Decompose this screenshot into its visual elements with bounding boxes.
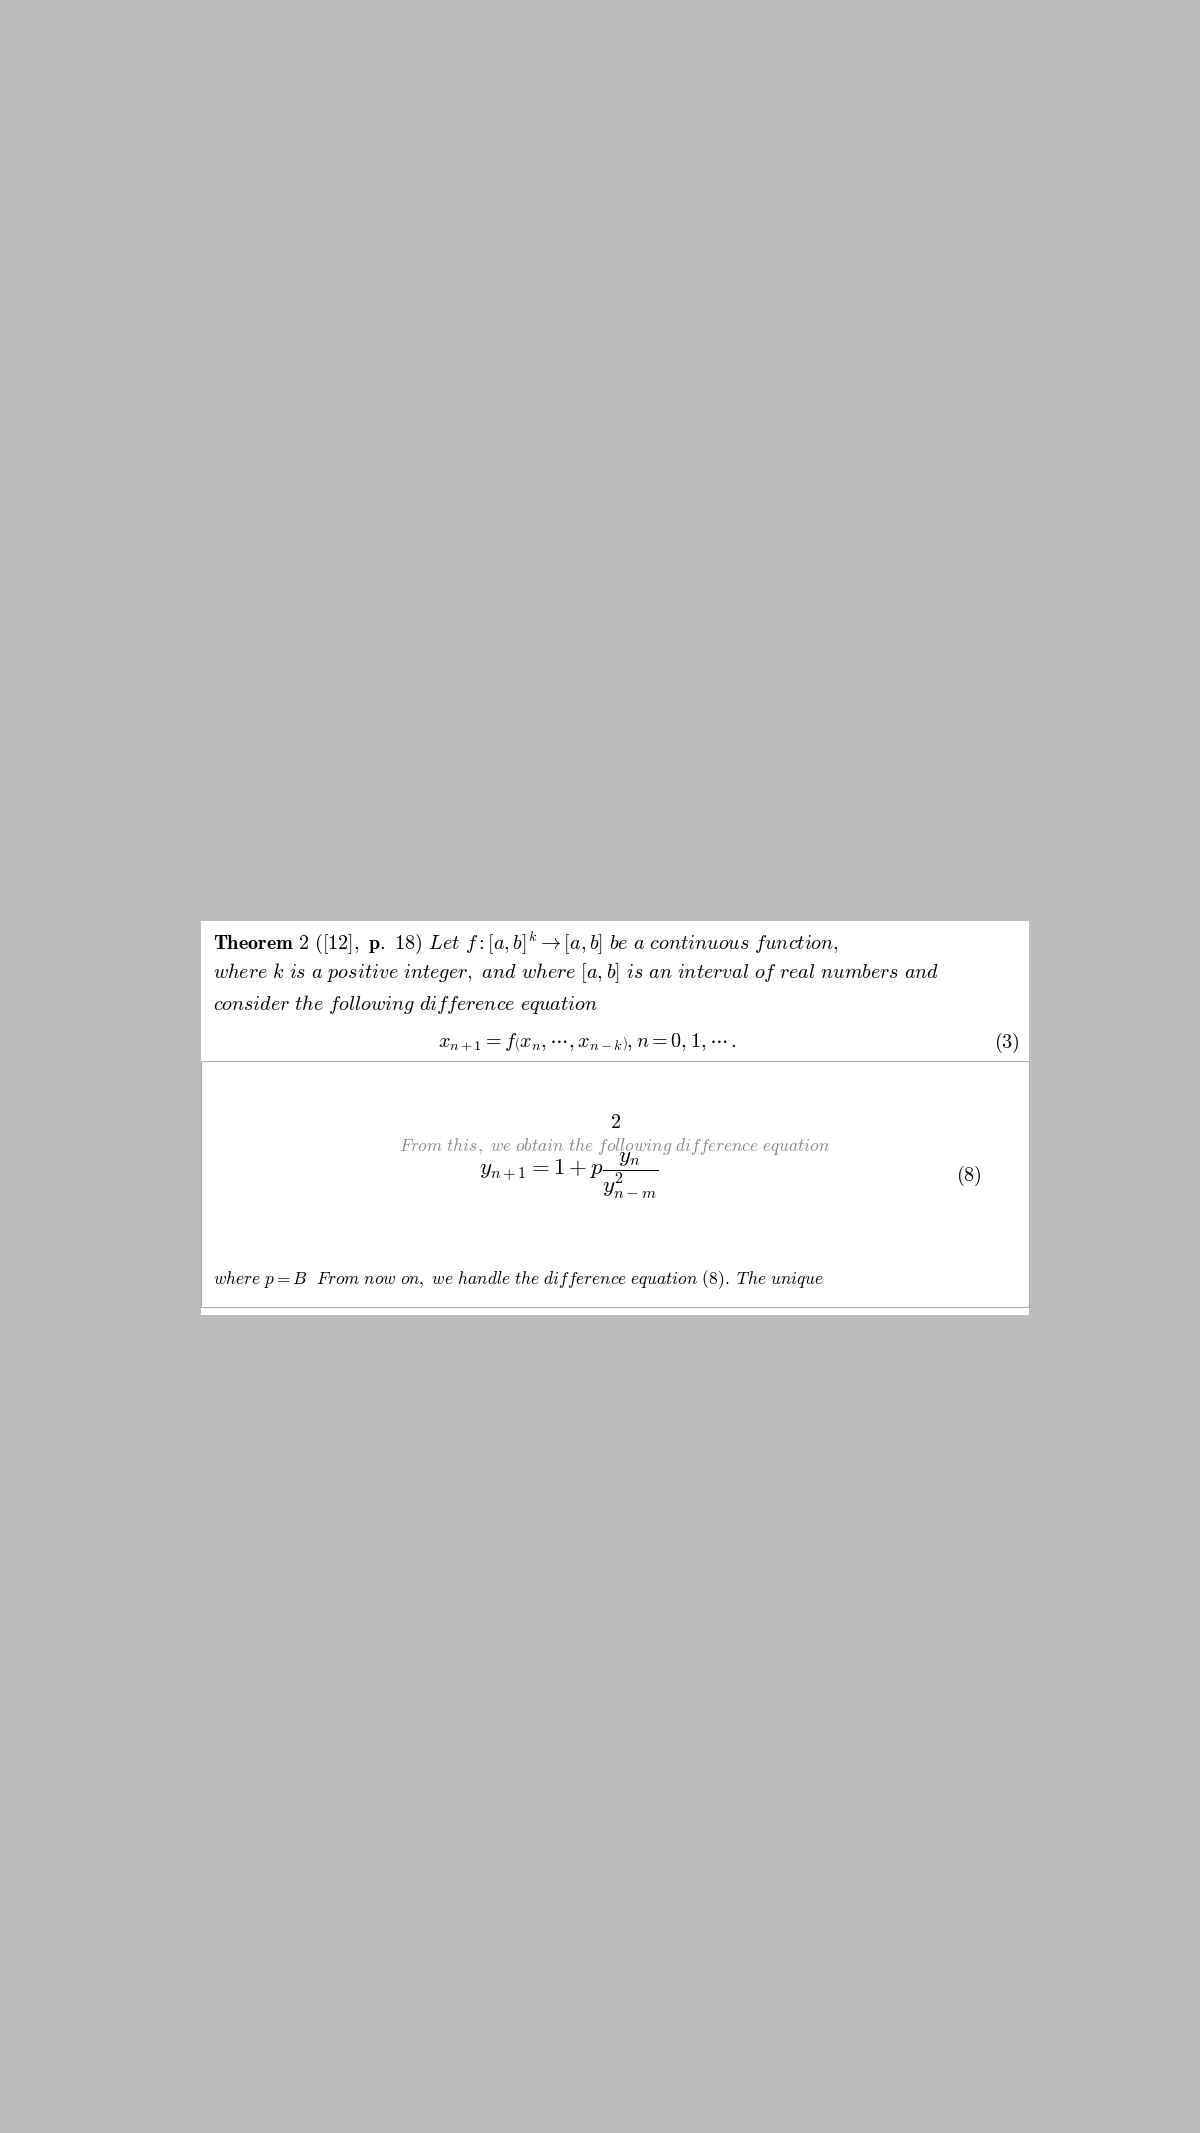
Text: $\mathit{where}\ k\ \mathit{is\ a\ positive\ integer,\ and\ where}\ [a,b]\ \math: $\mathit{where}\ k\ \mathit{is\ a\ posit… [214, 962, 940, 985]
Text: $(8)$: $(8)$ [955, 1165, 982, 1188]
Text: $\mathit{consider\ the\ following\ difference\ equation}$: $\mathit{consider\ the\ following\ diffe… [214, 994, 599, 1017]
FancyBboxPatch shape [202, 921, 1028, 1316]
Text: $(3)$: $(3)$ [994, 1030, 1020, 1056]
Text: $x_{n+1} = f\left(x_n,\cdots,x_{n-k}\right),n=0,1,\cdots\,.$: $x_{n+1} = f\left(x_n,\cdots,x_{n-k}\rig… [438, 1030, 737, 1054]
Text: $\mathit{where}\ p = B\ \ \mathit{From\ now\ on,\ we\ handle\ the\ difference\ e: $\mathit{where}\ p = B\ \ \mathit{From\ … [214, 1267, 824, 1290]
FancyBboxPatch shape [202, 1060, 1028, 1308]
Text: $\mathit{Suppose\ that}\ f\ \mathit{satisfies\ the\ following\ conditions:}$: $\mathit{Suppose\ that}\ f\ \mathit{sati… [214, 1073, 662, 1096]
Text: $\mathbf{Theorem\ 2\ ([12],\ p.\ 18)}$ $\mathit{Let}\ f : [a,b]^k \rightarrow [a: $\mathbf{Theorem\ 2\ ([12],\ p.\ 18)}$ $… [214, 930, 839, 956]
Text: $y_{n+1} = 1 + p\dfrac{y_n}{y_{n-m}^2}$: $y_{n+1} = 1 + p\dfrac{y_n}{y_{n-m}^2}$ [479, 1150, 659, 1201]
Text: $\mathit{From\ this,\ we\ obtain\ the\ following\ difference\ equation}$: $\mathit{From\ this,\ we\ obtain\ the\ f… [400, 1137, 830, 1158]
Text: $2$: $2$ [610, 1113, 620, 1133]
